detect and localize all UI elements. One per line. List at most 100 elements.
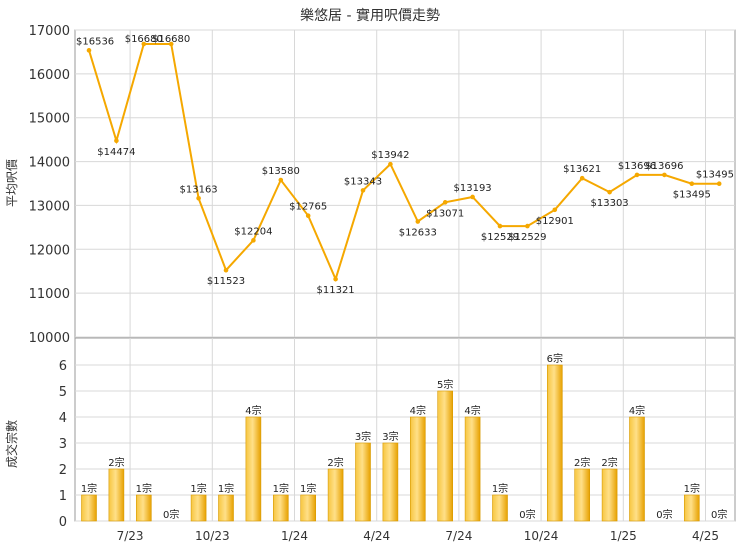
price-point [223, 267, 229, 273]
volume-data-label: 3宗 [355, 430, 371, 443]
price-point [552, 207, 558, 213]
price-point [196, 195, 201, 201]
price-data-label: $13495 [673, 190, 711, 201]
price-data-label: $12529 [508, 232, 546, 243]
price-data-label: $13621 [563, 164, 601, 175]
price-series-line [88, 43, 720, 282]
volume-data-label: 1宗 [190, 482, 206, 495]
volume-bar [327, 468, 344, 522]
x-tick-label: 1/24 [281, 529, 308, 543]
volume-data-label: 3宗 [382, 430, 398, 443]
volume-data-labels: 1宗 2宗 1宗 0宗 1宗 1宗 4宗 1宗 1宗 2宗 3宗 3宗 4宗 5宗 4宗 1宗 0宗 6宗 2宗 2宗… [81, 352, 728, 521]
volume-data-label: 0宗 [711, 508, 727, 521]
volume-bar [245, 416, 262, 522]
x-tick-label: 1/25 [610, 529, 637, 543]
volume-data-label: 2宗 [601, 456, 617, 469]
volume-bar [629, 416, 645, 522]
volume-data-label: 2宗 [327, 456, 343, 469]
price-point [689, 181, 695, 187]
price-data-label: $11523 [207, 276, 245, 287]
price-points [86, 41, 722, 282]
volume-bar [355, 442, 371, 522]
volume-bar [108, 468, 125, 522]
price-data-label: $13942 [371, 150, 409, 161]
price-y-ticks: 10000 11000 12000 13000 14000 15000 16000 17000 [29, 24, 70, 346]
volume-data-label: 0宗 [163, 508, 179, 521]
price-y-tick-label: 14000 [29, 156, 70, 171]
price-data-label: $13495 [696, 170, 734, 181]
price-data-label: $11321 [317, 285, 355, 296]
price-data-label: $12901 [536, 216, 574, 227]
x-tick-labels: 7/23 10/23 1/24 4/24 7/24 10/24 1/25 4/25 [117, 529, 719, 543]
price-point [278, 177, 284, 183]
price-data-label: $12204 [234, 226, 272, 237]
volume-data-label: 1宗 [136, 482, 152, 495]
volume-y-tick-label: 1 [59, 489, 67, 504]
price-data-label: $16680 [152, 34, 190, 45]
price-data-label: $12529 [481, 232, 519, 243]
volume-data-label: 4宗 [464, 404, 480, 417]
volume-bar [464, 416, 481, 522]
volume-y-tick-label: 5 [59, 385, 67, 400]
price-point [525, 223, 530, 229]
price-axis-title: 平均呎價 [5, 159, 19, 207]
price-data-label: $12633 [399, 228, 437, 239]
price-data-label: $13303 [591, 198, 629, 209]
price-point [716, 181, 722, 187]
volume-data-label: 1宗 [684, 482, 700, 495]
price-point [86, 48, 92, 53]
volume-bar [218, 494, 234, 522]
price-plot-area [74, 29, 736, 338]
volume-data-label: 1宗 [273, 482, 289, 495]
volume-data-label: 2宗 [108, 456, 124, 469]
volume-data-label: 1宗 [81, 482, 97, 495]
price-y-tick-label: 12000 [29, 243, 70, 258]
volume-grid [75, 338, 735, 522]
volume-data-label: 5宗 [437, 378, 453, 391]
volume-bar [300, 494, 317, 522]
price-point [662, 172, 667, 178]
chart-title: 樂悠居 - 實用呎價走勢 [300, 7, 440, 24]
price-point [415, 219, 421, 224]
volume-y-tick-label: 2 [59, 463, 67, 478]
volume-bars [81, 364, 700, 522]
volume-data-label: 4宗 [629, 404, 645, 417]
price-point [388, 161, 393, 167]
volume-bar [437, 390, 454, 522]
price-panel: 10000 11000 12000 13000 14000 15000 16000 17000… [29, 24, 736, 346]
volume-data-label: 6宗 [547, 352, 563, 365]
volume-data-label: 0宗 [656, 508, 672, 521]
volume-bar [382, 442, 399, 522]
volume-bar [492, 494, 508, 522]
volume-axis-title: 成交宗數 [4, 420, 19, 468]
volume-data-label: 2宗 [574, 456, 590, 469]
price-data-labels: $16536 $14474 $16680$16680 $13163 $11523 $122… [76, 34, 734, 296]
volume-y-tick-label: 6 [59, 359, 67, 374]
price-point [497, 223, 503, 229]
price-point [634, 172, 640, 178]
price-data-label: $12765 [289, 202, 327, 213]
volume-data-label: 1宗 [300, 482, 316, 495]
price-point [305, 213, 311, 219]
price-point [251, 238, 256, 243]
volume-bar [683, 494, 700, 522]
volume-bar [546, 364, 563, 522]
price-data-label: $14474 [97, 147, 135, 158]
volume-y-tick-label: 4 [59, 411, 67, 426]
price-data-label: $13696 [645, 161, 683, 172]
price-point [360, 188, 366, 193]
price-y-tick-label: 16000 [29, 68, 70, 83]
price-data-label: $13343 [344, 176, 382, 187]
price-y-tick-label: 10000 [29, 331, 70, 346]
volume-bar [601, 468, 618, 522]
x-tick-label: 10/24 [524, 529, 559, 543]
volume-plot-area [74, 337, 736, 522]
volume-data-label: 1宗 [218, 482, 234, 495]
price-point [141, 41, 147, 47]
price-point [333, 276, 338, 282]
volume-data-label: 4宗 [245, 404, 261, 417]
volume-y-tick-label: 3 [59, 437, 67, 452]
